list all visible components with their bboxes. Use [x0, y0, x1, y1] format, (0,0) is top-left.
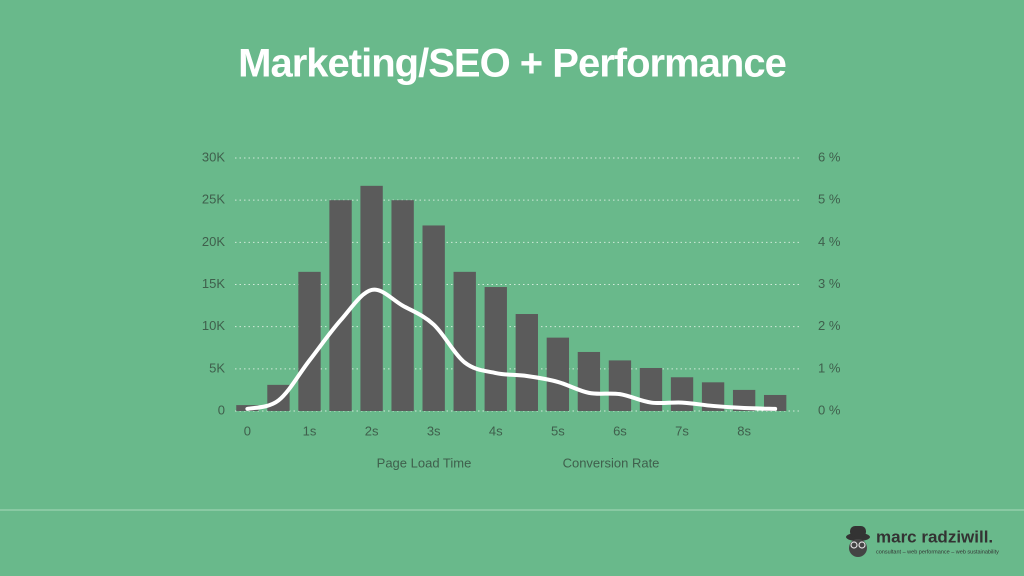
- y-tick-label: 0: [218, 402, 225, 417]
- x-tick-label: 6s: [613, 423, 627, 438]
- y2-tick-label: 0 %: [818, 402, 841, 417]
- x-tick-label: 5s: [551, 423, 565, 438]
- x-tick-label: 1s: [303, 423, 317, 438]
- y2-tick-label: 1 %: [818, 360, 841, 375]
- y-tick-label: 10K: [202, 318, 225, 333]
- chart-title: Marketing/SEO + Performance: [238, 42, 786, 86]
- y-tick-label: 20K: [202, 234, 225, 249]
- bar: [732, 389, 756, 411]
- plot: 0 5K 10K 15K 20K 25K 30K 0 % 1 % 2 % 3 % 4 % 5 % 6 % 0…: [202, 149, 841, 470]
- y2-tick-label: 4 %: [818, 234, 841, 249]
- y2-tick-label: 3 %: [818, 276, 841, 291]
- x-tick-label: 2s: [365, 423, 379, 438]
- x-tick-label: 8s: [737, 423, 751, 438]
- y-tick-label: 25K: [202, 192, 225, 207]
- bar: [453, 271, 476, 411]
- bar: [515, 314, 538, 411]
- y-tick-label: 15K: [202, 276, 225, 291]
- x-tick-label: 7s: [675, 423, 689, 438]
- line: [245, 287, 778, 411]
- x-tick-label: 4s: [489, 423, 503, 438]
- bar: [484, 287, 507, 411]
- legend-label: Conversion Rate: [563, 455, 660, 470]
- bar: [546, 337, 570, 411]
- bar: [670, 377, 694, 411]
- logo-icon: [846, 526, 870, 557]
- brand: marc radziwill.: [876, 527, 993, 546]
- bar: [329, 200, 352, 411]
- bar: [298, 271, 321, 411]
- y2-tick-label: 5 %: [818, 192, 841, 207]
- y-tick-label: 5K: [209, 360, 225, 375]
- bar: [360, 185, 383, 411]
- tagline: consultant – web performance – web susta…: [876, 549, 999, 555]
- y2-tick-label: 6 %: [818, 149, 841, 164]
- y2-tick-label: 2 %: [818, 318, 841, 333]
- bar: [608, 360, 632, 411]
- x-tick-label: 0: [244, 423, 251, 438]
- bar: [577, 351, 601, 411]
- y-tick-label: 30K: [202, 149, 225, 164]
- legend-label: Page Load Time: [377, 455, 472, 470]
- bar: [422, 225, 445, 411]
- x-tick-label: 3s: [427, 423, 441, 438]
